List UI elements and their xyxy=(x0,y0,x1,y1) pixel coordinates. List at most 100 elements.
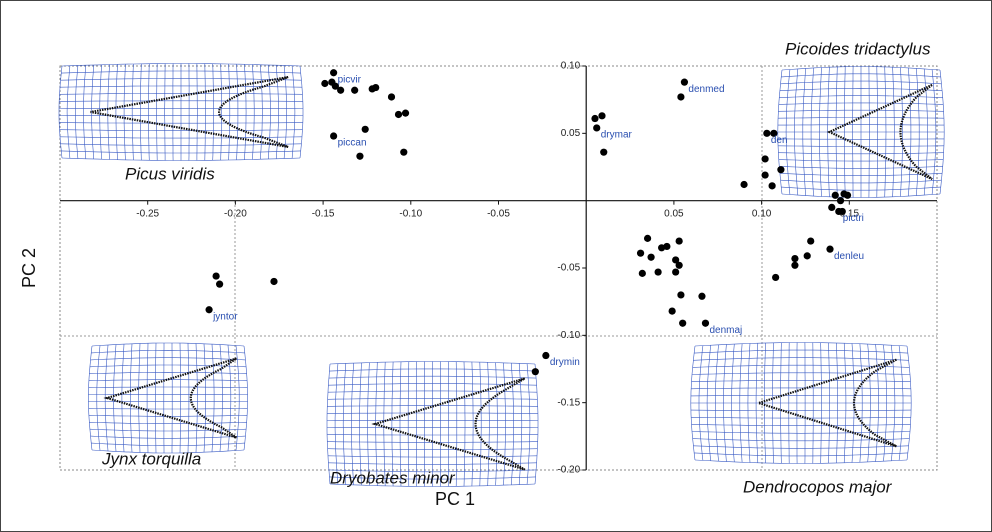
y-tick-label: -0.20 xyxy=(557,465,580,476)
grid-row xyxy=(91,342,245,347)
plot-frame xyxy=(59,65,938,471)
grid-col xyxy=(391,361,394,487)
grid-row xyxy=(89,428,247,432)
grid-col xyxy=(479,362,482,486)
point xyxy=(672,268,680,276)
grid-col xyxy=(326,363,331,485)
point xyxy=(401,109,410,117)
deformation-grid xyxy=(690,342,912,464)
point xyxy=(843,191,852,199)
grid-col xyxy=(859,343,863,463)
grid-col xyxy=(350,363,354,485)
grid-col xyxy=(780,342,782,464)
grid-col xyxy=(195,343,198,453)
grid-row xyxy=(90,435,246,439)
grid-col xyxy=(203,343,206,453)
grid-col xyxy=(511,363,515,485)
grid-col xyxy=(156,63,158,161)
grid-row xyxy=(694,452,908,457)
grid-col xyxy=(810,67,814,197)
grid-col xyxy=(131,63,134,161)
grid-col xyxy=(179,343,181,453)
point xyxy=(668,307,676,315)
y-tick-label: -0.05 xyxy=(557,263,580,274)
point xyxy=(216,280,224,288)
x-tick-label: -0.10 xyxy=(399,208,422,219)
species-label: Jynx torquilla xyxy=(101,449,201,468)
grid-col xyxy=(755,343,759,463)
grid-col xyxy=(99,64,102,160)
grid-col xyxy=(212,63,214,161)
deformation-grids xyxy=(58,63,945,487)
grid-row xyxy=(91,449,245,454)
deformation-grid xyxy=(326,361,539,487)
axes: -0.25 -0.20 -0.15 -0.10 -0.05 0.05 0.10 0.15 0.1… xyxy=(60,61,937,476)
grid-col xyxy=(843,343,847,463)
outline xyxy=(754,358,897,448)
y-tick-label: -0.15 xyxy=(557,397,580,408)
grid-row xyxy=(691,372,911,375)
grid-col xyxy=(399,361,402,487)
grid-col xyxy=(876,66,878,198)
grid-col xyxy=(66,65,71,159)
point xyxy=(270,277,278,286)
grid-col xyxy=(455,361,458,487)
point xyxy=(740,180,748,189)
point xyxy=(677,291,685,299)
point xyxy=(542,351,550,360)
grid-col xyxy=(471,361,474,487)
grid-col xyxy=(204,63,206,161)
grid-row xyxy=(88,408,248,410)
grid-col xyxy=(939,69,945,195)
grid-col xyxy=(906,345,912,461)
point xyxy=(598,112,606,120)
point xyxy=(337,86,345,94)
point xyxy=(387,93,396,101)
x-axis-title: PC 1 xyxy=(435,489,475,509)
grid-row xyxy=(88,386,248,388)
grid-col xyxy=(828,342,830,464)
grid-col xyxy=(835,66,838,198)
grid-row xyxy=(693,445,909,449)
point xyxy=(791,261,799,269)
grid-col xyxy=(342,363,347,485)
point xyxy=(593,124,601,132)
x-tick-label: -0.05 xyxy=(487,208,510,219)
y-axis-title: PC 2 xyxy=(19,248,39,288)
grid-col xyxy=(794,68,799,196)
grid-col xyxy=(268,64,271,160)
grid-col xyxy=(844,66,846,198)
grid-row xyxy=(694,459,908,464)
grid-col xyxy=(706,345,711,461)
grid-col xyxy=(283,65,287,159)
grid-col xyxy=(75,65,79,159)
point xyxy=(372,83,380,92)
point xyxy=(770,129,778,137)
grid-row xyxy=(694,349,908,354)
grid-row xyxy=(90,357,246,361)
point xyxy=(321,79,329,88)
point xyxy=(212,272,220,280)
grid-col xyxy=(777,69,783,195)
grid-row xyxy=(691,424,911,426)
point xyxy=(777,166,785,174)
point xyxy=(803,252,811,260)
x-tick-label: 0.15 xyxy=(840,208,860,219)
point-label: picvir xyxy=(338,74,362,85)
grid-row xyxy=(89,422,247,425)
grid-col xyxy=(698,345,704,461)
grid-col xyxy=(802,68,806,196)
outline xyxy=(826,83,933,181)
outline xyxy=(371,377,526,471)
grid-row xyxy=(91,349,245,354)
point xyxy=(675,237,683,245)
grid-col xyxy=(291,65,296,159)
grid-col xyxy=(892,67,895,197)
grid-col xyxy=(220,63,222,161)
point-label: den xyxy=(771,135,788,146)
point xyxy=(663,242,671,251)
point xyxy=(701,319,710,327)
grid-row xyxy=(694,342,908,347)
grid-row xyxy=(691,417,911,419)
grid-row xyxy=(691,380,911,382)
